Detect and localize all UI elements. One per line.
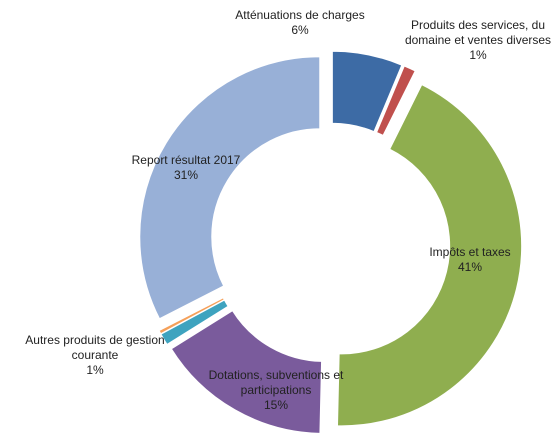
donut-slice [331, 50, 403, 133]
value-label: 15% [263, 398, 289, 412]
data-label: Autres produits de gestion courante 1% [5, 333, 185, 378]
category-label: Dotations, subventions et participations [208, 368, 344, 397]
donut-slice [375, 65, 416, 137]
donut-slice [158, 297, 225, 335]
data-label: Report résultat 2017 31% [106, 153, 266, 183]
donut-slice [139, 56, 321, 320]
value-label: 1% [469, 48, 487, 62]
data-label: Dotations, subventions et participations… [191, 368, 361, 413]
data-label: Atténuations de charges 6% [210, 8, 390, 38]
value-label: 1% [86, 363, 104, 377]
value-label: 6% [291, 23, 309, 37]
donut-slice [170, 309, 323, 434]
value-label: 31% [173, 168, 199, 182]
data-label: Produits des services, du domaine et ven… [396, 18, 560, 63]
category-label: Report résultat 2017 [131, 153, 241, 167]
category-label: Autres produits de gestion courante [25, 333, 165, 362]
data-label: Impôts et taxes 41% [410, 245, 530, 275]
category-label: Atténuations de charges [235, 8, 365, 22]
category-label: Impôts et taxes [429, 245, 511, 259]
donut-slice [336, 84, 523, 427]
value-label: 41% [457, 260, 483, 274]
category-label: Produits des services, du domaine et ven… [404, 18, 552, 47]
donut-slice [160, 299, 229, 346]
